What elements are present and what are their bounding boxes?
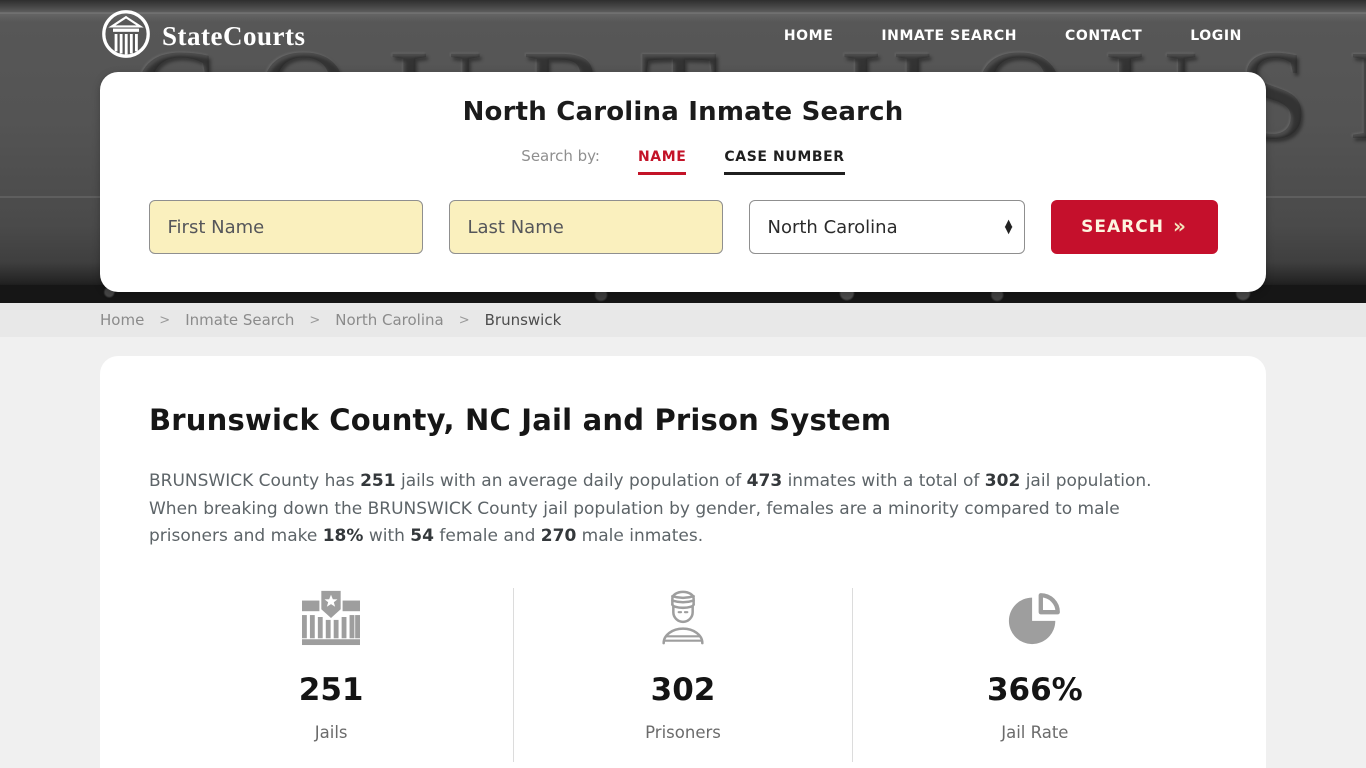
double-chevron-right-icon: » <box>1172 214 1187 238</box>
nav-item-contact[interactable]: CONTACT <box>1065 28 1143 44</box>
breadcrumb-inmate-search[interactable]: Inmate Search <box>185 311 295 329</box>
stat-jails-label: Jails <box>314 722 348 742</box>
nav-item-login[interactable]: LOGIN <box>1190 28 1242 44</box>
breadcrumb: Home > Inmate Search > North Carolina > … <box>0 303 1366 337</box>
jail-building-icon <box>149 588 513 658</box>
stat-prisoners-label: Prisoners <box>645 722 721 742</box>
chevron-right-icon: > <box>458 312 470 328</box>
prisoner-icon <box>514 588 851 658</box>
breadcrumb-brunswick-current: Brunswick <box>484 311 562 329</box>
last-name-input[interactable] <box>448 200 723 254</box>
chevron-right-icon: > <box>309 312 321 328</box>
state-select[interactable]: North Carolina <box>748 200 1025 254</box>
stone-seam <box>0 12 1366 14</box>
brand-logo[interactable]: StateCourts <box>100 8 305 64</box>
search-button[interactable]: SEARCH » <box>1050 200 1218 254</box>
county-content-card: Brunswick County, NC Jail and Prison Sys… <box>100 356 1266 768</box>
nav-item-home[interactable]: HOME <box>783 28 834 44</box>
pie-chart-icon <box>853 588 1217 658</box>
stat-jail-rate: 366% Jail Rate <box>853 588 1217 762</box>
hero-header: COURT·HOUSE StateCourts HOME INMAT <box>0 0 1366 303</box>
county-stats-row: 251 Jails 302 Prisoners <box>149 587 1217 762</box>
search-button-label: SEARCH <box>1081 217 1164 237</box>
tab-search-by-name[interactable]: NAME <box>637 149 687 175</box>
breadcrumb-north-carolina[interactable]: North Carolina <box>335 311 444 329</box>
stat-jails-value: 251 <box>298 671 364 708</box>
search-by-label: Search by: <box>521 147 600 165</box>
search-form: North Carolina ▲▼ SEARCH » <box>100 200 1266 254</box>
search-card-title: North Carolina Inmate Search <box>462 97 904 127</box>
stat-jails: 251 Jails <box>149 588 513 762</box>
breadcrumb-home[interactable]: Home <box>100 311 145 329</box>
inmate-search-card: North Carolina Inmate Search Search by: … <box>100 72 1266 292</box>
chevron-right-icon: > <box>159 312 171 328</box>
main-nav: HOME INMATE SEARCH CONTACT LOGIN <box>736 28 1242 44</box>
stat-jail-rate-value: 366% <box>986 671 1083 708</box>
brand-name: StateCourts <box>162 20 306 51</box>
state-select-wrapper: North Carolina ▲ ▼ <box>748 200 1025 254</box>
stat-prisoners-value: 302 <box>650 671 716 708</box>
county-summary-paragraph: BRUNSWICK County has 251 jails with an a… <box>149 471 1152 546</box>
courthouse-logo-icon <box>100 8 152 64</box>
top-navigation-bar: StateCourts HOME INMATE SEARCH CONTACT L… <box>0 0 1366 72</box>
page-title: Brunswick County, NC Jail and Prison Sys… <box>149 403 892 437</box>
stat-jail-rate-label: Jail Rate <box>1001 722 1069 742</box>
stat-prisoners: 302 Prisoners <box>513 587 853 762</box>
first-name-input[interactable] <box>148 200 423 254</box>
tab-search-by-case-number[interactable]: CASE NUMBER <box>724 149 845 175</box>
search-by-row: Search by: NAME CASE NUMBER <box>100 147 1266 175</box>
nav-item-inmate-search[interactable]: INMATE SEARCH <box>881 28 1018 44</box>
